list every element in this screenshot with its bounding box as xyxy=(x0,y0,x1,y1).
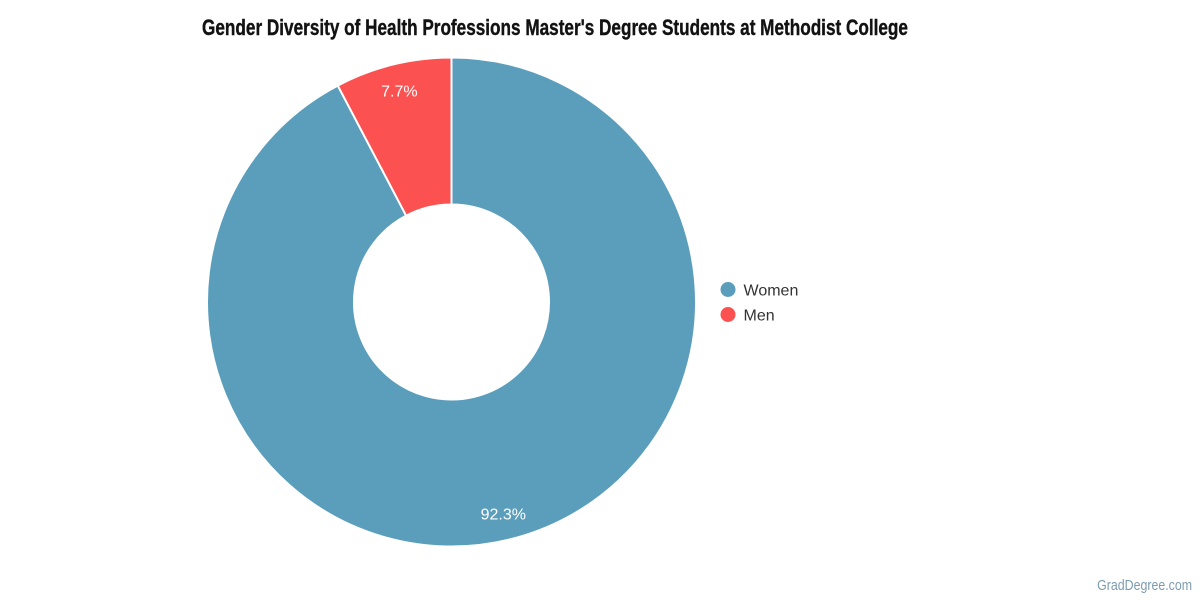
svg-text:Women: Women xyxy=(744,283,799,300)
svg-text:92.3%: 92.3% xyxy=(481,507,526,524)
svg-text:7.7%: 7.7% xyxy=(381,84,417,101)
svg-text:Men: Men xyxy=(744,308,775,325)
